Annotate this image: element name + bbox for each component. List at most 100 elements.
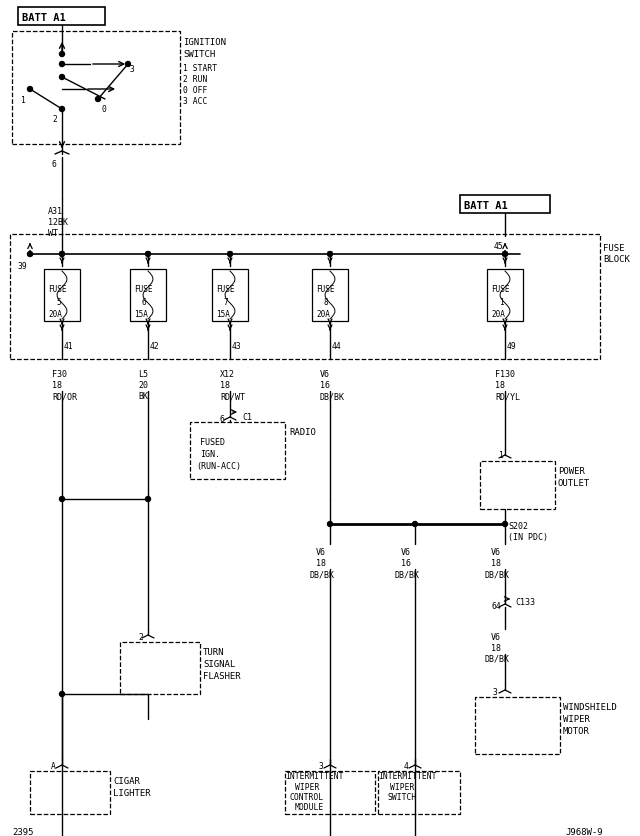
Bar (130, 270, 166, 322)
Text: V6: V6 (320, 370, 330, 379)
Text: CONTROL: CONTROL (290, 792, 324, 801)
Bar (285, 771, 375, 814)
Text: 41: 41 (64, 342, 74, 350)
Text: INTERMITTENT: INTERMITTENT (285, 771, 344, 780)
Text: V6: V6 (491, 632, 501, 641)
Bar (120, 642, 200, 694)
Text: MODULE: MODULE (295, 802, 324, 811)
Text: 18: 18 (220, 380, 230, 390)
Text: 16: 16 (401, 558, 411, 568)
Text: RD/WT: RD/WT (220, 391, 245, 400)
Text: 20A: 20A (48, 309, 62, 319)
Text: 20: 20 (138, 380, 148, 390)
Circle shape (413, 522, 417, 527)
Text: 2 RUN: 2 RUN (183, 75, 207, 84)
Text: POWER: POWER (558, 466, 585, 476)
Text: 7: 7 (224, 298, 228, 307)
Text: C1: C1 (242, 412, 252, 421)
Text: RD/YL: RD/YL (495, 391, 520, 400)
Text: IGN.: IGN. (200, 450, 220, 458)
Text: 18: 18 (495, 380, 505, 390)
Text: MOTOR: MOTOR (563, 726, 590, 735)
Text: 3 ACC: 3 ACC (183, 97, 207, 106)
Text: V6: V6 (491, 548, 501, 556)
Circle shape (60, 63, 65, 68)
Text: 20A: 20A (491, 309, 505, 319)
Text: CIGAR: CIGAR (113, 776, 140, 785)
Text: 0 OFF: 0 OFF (183, 86, 207, 95)
Text: 8: 8 (324, 298, 328, 307)
Bar (190, 422, 285, 479)
Circle shape (145, 497, 150, 502)
Text: L5: L5 (138, 370, 148, 379)
Text: 18: 18 (52, 380, 62, 390)
Circle shape (125, 63, 131, 68)
Circle shape (328, 522, 333, 527)
Text: RADIO: RADIO (289, 427, 316, 436)
Text: (IN PDC): (IN PDC) (508, 533, 548, 542)
Bar (378, 771, 460, 814)
Text: FUSE: FUSE (48, 285, 67, 293)
Bar (18, 8, 105, 26)
Circle shape (28, 252, 33, 257)
Text: LIGHTER: LIGHTER (113, 788, 150, 797)
Text: 1: 1 (499, 298, 504, 307)
Bar (12, 32, 180, 145)
Text: A: A (51, 761, 56, 770)
Text: 6: 6 (51, 160, 56, 169)
Text: 15A: 15A (134, 309, 148, 319)
Text: DB/BK: DB/BK (310, 569, 335, 579)
Text: X12: X12 (220, 370, 235, 379)
Text: 12BK: 12BK (48, 217, 68, 227)
Text: DB/BK: DB/BK (395, 569, 420, 579)
Bar (475, 697, 560, 754)
Text: FUSE: FUSE (491, 285, 509, 293)
Text: 16: 16 (320, 380, 330, 390)
Circle shape (60, 252, 65, 257)
Text: WINDSHIELD: WINDSHIELD (563, 702, 617, 711)
Text: FUSE: FUSE (603, 244, 625, 252)
Text: FUSE: FUSE (216, 285, 234, 293)
Text: WIPER: WIPER (295, 782, 319, 791)
Text: 6: 6 (142, 298, 147, 307)
Text: 20A: 20A (316, 309, 330, 319)
Circle shape (60, 75, 65, 80)
Text: C133: C133 (515, 597, 535, 606)
Text: BK: BK (138, 391, 148, 400)
Circle shape (95, 97, 100, 102)
Circle shape (328, 252, 333, 257)
Text: 44: 44 (332, 342, 342, 350)
Text: 2: 2 (52, 115, 57, 124)
Bar (30, 771, 110, 814)
Text: 39: 39 (18, 262, 28, 271)
Circle shape (502, 252, 508, 257)
Circle shape (28, 88, 33, 93)
Text: SIGNAL: SIGNAL (203, 660, 236, 668)
Text: 45: 45 (494, 242, 504, 251)
Text: DB/BK: DB/BK (485, 569, 510, 579)
Bar (312, 270, 348, 322)
Circle shape (145, 252, 150, 257)
Text: WT: WT (48, 229, 58, 237)
Text: SWITCH: SWITCH (388, 792, 417, 801)
Bar (460, 196, 550, 214)
Text: TURN: TURN (203, 647, 225, 656)
Text: 18: 18 (316, 558, 326, 568)
Text: FUSED: FUSED (200, 437, 225, 446)
Text: 0: 0 (101, 104, 106, 114)
Text: 18: 18 (491, 558, 501, 568)
Text: 42: 42 (150, 342, 160, 350)
Circle shape (60, 53, 65, 58)
Circle shape (227, 252, 232, 257)
Bar (487, 270, 523, 322)
Circle shape (60, 107, 65, 112)
Bar (212, 270, 248, 322)
Text: FUSE: FUSE (316, 285, 335, 293)
Text: DB/BK: DB/BK (320, 391, 345, 400)
Text: (RUN-ACC): (RUN-ACC) (196, 461, 241, 471)
Text: SWITCH: SWITCH (183, 50, 215, 59)
Text: 4: 4 (404, 761, 409, 770)
Circle shape (60, 691, 65, 696)
Text: 1: 1 (498, 451, 503, 460)
Circle shape (502, 522, 508, 527)
